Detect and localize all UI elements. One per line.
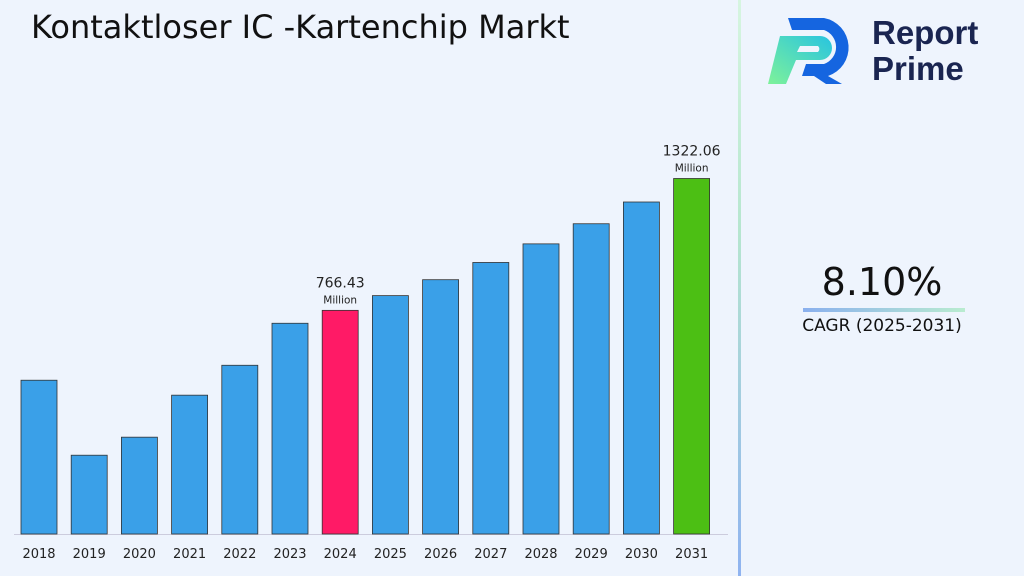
x-tick-label: 2030 [625, 547, 658, 562]
x-tick-label: 2031 [675, 547, 708, 562]
data-label-value: 1322.06 [663, 143, 721, 159]
bar-2027 [472, 262, 510, 535]
report-prime-logo: Report Prime [766, 14, 1006, 88]
x-tick-label: 2021 [173, 547, 206, 562]
data-label-unit: Million [323, 294, 357, 306]
x-tick-label: 2025 [374, 547, 407, 562]
bar-2026 [422, 279, 460, 535]
x-tick-label: 2029 [575, 547, 608, 562]
cagr-label: CAGR (2025-2031) [802, 316, 962, 336]
bar-2029 [572, 223, 610, 535]
logo-text-prime: Prime [872, 50, 964, 87]
x-tick-label: 2022 [223, 547, 256, 562]
data-label-value: 766.43 [316, 275, 365, 291]
x-tick-label: 2023 [273, 547, 306, 562]
bar-2021 [171, 394, 209, 535]
x-tick-label: 2020 [123, 547, 156, 562]
bar-2028 [522, 243, 560, 535]
bar-2019 [70, 454, 108, 535]
chart-title: Kontaktloser IC -Kartenchip Markt [31, 8, 570, 46]
x-tick-label: 2019 [73, 547, 106, 562]
data-label-unit: Million [675, 162, 709, 174]
bar-2020 [121, 436, 158, 535]
x-tick-label: 2026 [424, 547, 457, 562]
bar-chart: 2018 2019 2020 2021 2022 2023 2024 766.43 Millio… [14, 143, 728, 562]
bar-2023 [271, 322, 309, 535]
divider [738, 0, 741, 576]
bar-2025 [371, 295, 409, 535]
bar-2031 [673, 178, 710, 535]
bar-2018 [20, 379, 58, 535]
cagr-underline [803, 308, 965, 312]
x-tick-label: 2027 [474, 547, 507, 562]
logo-text-report: Report [872, 14, 979, 51]
x-tick-label: 2024 [324, 547, 357, 562]
logo-icon [768, 18, 849, 84]
x-tick-label: 2028 [524, 547, 557, 562]
x-tick-label: 2018 [22, 547, 55, 562]
bar-2022 [221, 364, 259, 535]
bar-2024 [321, 309, 359, 535]
cagr-value: 8.10% [821, 260, 943, 304]
bar-2030 [623, 201, 660, 535]
